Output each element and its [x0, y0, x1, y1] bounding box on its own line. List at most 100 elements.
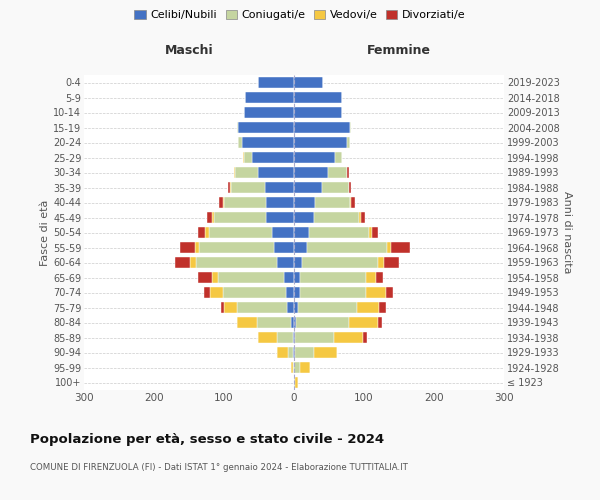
Bar: [349, 182, 352, 194]
Bar: [214, 212, 266, 224]
Bar: [236, 302, 287, 314]
Bar: [209, 226, 272, 238]
Text: Femmine: Femmine: [367, 44, 431, 58]
Bar: [376, 272, 383, 283]
Y-axis label: Anni di nascita: Anni di nascita: [562, 191, 572, 274]
Bar: [294, 136, 347, 148]
Bar: [310, 226, 369, 238]
Bar: [244, 106, 294, 118]
Bar: [383, 256, 399, 268]
Bar: [286, 286, 294, 298]
Bar: [241, 136, 294, 148]
Bar: [274, 242, 294, 254]
Bar: [347, 136, 350, 148]
Bar: [359, 212, 361, 224]
Bar: [257, 166, 294, 178]
Bar: [205, 226, 209, 238]
Bar: [350, 122, 352, 134]
Bar: [295, 332, 334, 344]
Bar: [290, 362, 293, 374]
Text: COMUNE DI FIRENZUOLA (FI) - Dati ISTAT 1° gennaio 2024 - Elaborazione TUTTITALIA: COMUNE DI FIRENZUOLA (FI) - Dati ISTAT 1…: [30, 462, 408, 471]
Bar: [294, 196, 315, 208]
Bar: [294, 286, 299, 298]
Bar: [295, 346, 314, 358]
Bar: [334, 332, 363, 344]
Bar: [288, 346, 293, 358]
Bar: [296, 316, 349, 328]
Bar: [196, 242, 199, 254]
Bar: [379, 302, 386, 314]
Bar: [294, 272, 299, 283]
Bar: [190, 256, 196, 268]
Bar: [294, 166, 328, 178]
Bar: [277, 346, 288, 358]
Bar: [199, 242, 274, 254]
Bar: [175, 256, 190, 268]
Bar: [314, 212, 359, 224]
Bar: [378, 256, 383, 268]
Bar: [277, 256, 294, 268]
Bar: [294, 212, 314, 224]
Bar: [352, 196, 355, 208]
Text: Popolazione per età, sesso e stato civile - 2024: Popolazione per età, sesso e stato civil…: [30, 432, 384, 446]
Bar: [221, 302, 224, 314]
Bar: [347, 166, 349, 178]
Bar: [244, 152, 252, 164]
Bar: [238, 136, 241, 148]
Bar: [294, 362, 299, 374]
Bar: [294, 152, 335, 164]
Y-axis label: Fasce di età: Fasce di età: [40, 200, 50, 266]
Bar: [212, 212, 214, 224]
Legend: Celibi/Nubili, Coniugati/e, Vedovi/e, Divorziati/e: Celibi/Nubili, Coniugati/e, Vedovi/e, Di…: [130, 6, 470, 25]
Bar: [243, 152, 244, 164]
Bar: [294, 302, 298, 314]
Text: Maschi: Maschi: [164, 44, 214, 58]
Bar: [294, 76, 323, 88]
Bar: [230, 182, 231, 194]
Bar: [294, 122, 350, 134]
Bar: [277, 332, 293, 344]
Bar: [298, 302, 357, 314]
Bar: [314, 346, 337, 358]
Bar: [287, 302, 294, 314]
Bar: [366, 272, 376, 283]
Bar: [205, 286, 210, 298]
Bar: [378, 316, 382, 328]
Bar: [335, 152, 341, 164]
Bar: [290, 316, 294, 328]
Bar: [223, 286, 286, 298]
Bar: [284, 272, 294, 283]
Bar: [266, 196, 294, 208]
Bar: [223, 196, 224, 208]
Bar: [294, 106, 341, 118]
Bar: [212, 272, 218, 283]
Bar: [294, 182, 322, 194]
Bar: [294, 376, 295, 388]
Bar: [369, 226, 373, 238]
Bar: [299, 286, 366, 298]
Bar: [373, 226, 378, 238]
Bar: [265, 182, 294, 194]
Bar: [252, 152, 294, 164]
Bar: [206, 212, 212, 224]
Bar: [386, 286, 392, 298]
Bar: [349, 316, 378, 328]
Bar: [272, 226, 294, 238]
Bar: [299, 272, 366, 283]
Bar: [322, 182, 349, 194]
Bar: [227, 182, 230, 194]
Bar: [236, 122, 238, 134]
Bar: [257, 316, 290, 328]
Bar: [295, 376, 298, 388]
Bar: [299, 362, 310, 374]
Bar: [238, 122, 294, 134]
Bar: [364, 332, 367, 344]
Bar: [294, 226, 310, 238]
Bar: [357, 302, 379, 314]
Bar: [294, 346, 295, 358]
Bar: [180, 242, 196, 254]
Bar: [387, 242, 391, 254]
Bar: [294, 242, 307, 254]
Bar: [294, 316, 296, 328]
Bar: [224, 302, 236, 314]
